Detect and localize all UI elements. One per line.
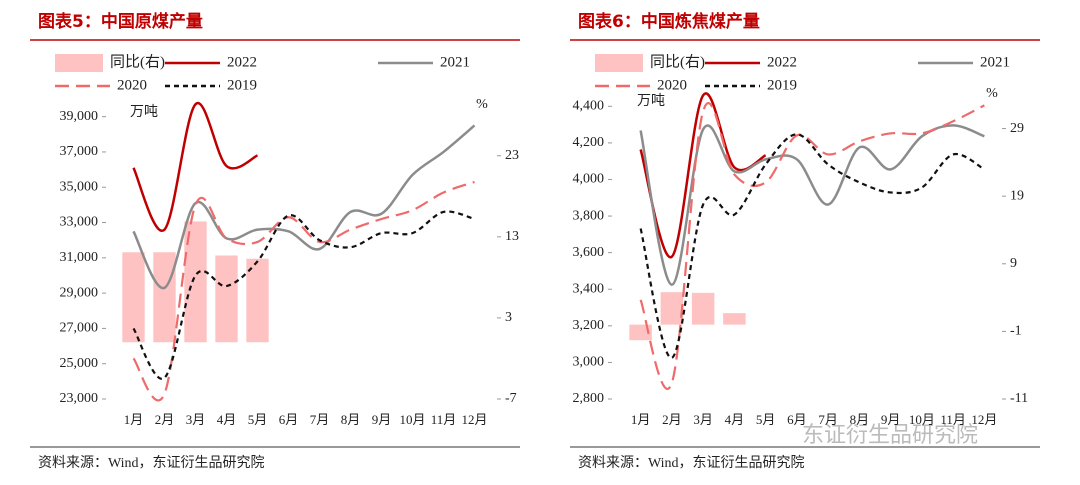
y-tick-label: 3,600 <box>573 245 605 260</box>
unit-right: % <box>986 86 998 101</box>
bar <box>629 324 652 341</box>
y-tick-label: 35,000 <box>60 179 99 194</box>
x-tick-label: 7月 <box>818 412 838 427</box>
y2-tick-label: 29 <box>1010 121 1024 136</box>
y-tick-label: 29,000 <box>60 285 99 300</box>
legend-label: 同比(右) <box>650 53 705 70</box>
legend-label: 2022 <box>227 54 257 70</box>
x-tick-label: 9月 <box>881 412 901 427</box>
x-tick-label: 4月 <box>725 412 745 427</box>
x-tick-label: 8月 <box>850 412 870 427</box>
x-tick-label: 7月 <box>310 412 330 427</box>
source: 资料来源：Wind，东证衍生品研究院 <box>38 455 265 471</box>
bar <box>153 252 176 343</box>
y2-tick-label: 13 <box>505 229 519 244</box>
unit-right: % <box>476 97 488 112</box>
x-tick-label: 10月 <box>909 412 935 427</box>
x-tick-label: 5月 <box>248 412 268 427</box>
line <box>132 124 476 290</box>
y-tick-label: 4,400 <box>573 99 605 114</box>
y-tick-label: 4,000 <box>573 172 605 187</box>
x-tick-label: 5月 <box>756 412 776 427</box>
legend-label: 2021 <box>980 54 1010 70</box>
bar <box>723 313 746 325</box>
watermark: 东证衍生品研究院 <box>802 422 978 447</box>
y-tick-label: 23,000 <box>60 391 99 406</box>
unit-left: 万吨 <box>637 93 665 109</box>
y-tick-label: 37,000 <box>60 144 99 159</box>
line <box>132 180 475 402</box>
x-tick-label: 2月 <box>155 412 175 427</box>
x-tick-label: 10月 <box>399 412 425 427</box>
y-tick-label: 4,200 <box>573 135 605 150</box>
line <box>639 101 985 390</box>
x-tick-label: 4月 <box>217 412 237 427</box>
legend-label: 2019 <box>227 77 257 93</box>
bar <box>215 255 238 343</box>
x-tick-label: 11月 <box>431 412 457 427</box>
y2-tick-label: 3 <box>505 310 512 325</box>
legend-swatch <box>595 54 643 72</box>
legend-label: 2020 <box>117 77 147 93</box>
y-tick-label: 3,400 <box>573 281 605 296</box>
y2-tick-label: 23 <box>505 148 519 163</box>
y-tick-label: 3,800 <box>573 208 605 223</box>
legend-label: 同比(右) <box>110 53 165 70</box>
y-tick-label: 33,000 <box>60 215 99 230</box>
chart-title: 图表5：中国原煤产量 <box>38 11 203 32</box>
x-tick-label: 12月 <box>971 412 997 427</box>
y-tick-label: 39,000 <box>60 109 99 124</box>
x-tick-label: 12月 <box>461 412 487 427</box>
bar <box>246 258 269 343</box>
bar <box>660 292 684 325</box>
line <box>639 92 767 259</box>
y-tick-label: 3,000 <box>573 355 605 370</box>
legend-label: 2019 <box>767 77 797 93</box>
legend-label: 2022 <box>767 54 797 70</box>
legend-label: 2021 <box>440 54 470 70</box>
x-tick-label: 9月 <box>372 412 392 427</box>
y2-tick-label: -7 <box>505 391 517 406</box>
x-tick-label: 3月 <box>186 412 206 427</box>
y2-tick-label: -1 <box>1010 324 1022 339</box>
y2-tick-label: -11 <box>1010 391 1028 406</box>
legend-swatch <box>55 54 103 72</box>
bar <box>122 252 145 343</box>
chart-title: 图表6：中国炼焦煤产量 <box>578 11 760 32</box>
source: 资料来源：Wind，东证衍生品研究院 <box>578 455 805 471</box>
y-tick-label: 2,800 <box>573 391 605 406</box>
y-tick-label: 27,000 <box>60 321 99 336</box>
bar <box>691 292 715 325</box>
x-tick-label: 11月 <box>940 412 966 427</box>
x-tick-label: 8月 <box>341 412 361 427</box>
legend-label: 2020 <box>657 77 687 93</box>
x-tick-label: 1月 <box>631 412 651 427</box>
y2-tick-label: 19 <box>1010 188 1024 203</box>
y2-tick-label: 9 <box>1010 256 1017 271</box>
x-tick-label: 6月 <box>279 412 299 427</box>
x-tick-label: 6月 <box>787 412 807 427</box>
y-tick-label: 3,200 <box>573 318 605 333</box>
y-tick-label: 25,000 <box>60 356 99 371</box>
unit-left: 万吨 <box>130 104 158 120</box>
y-tick-label: 31,000 <box>60 250 99 265</box>
x-tick-label: 1月 <box>124 412 144 427</box>
line <box>132 101 259 232</box>
x-tick-label: 2月 <box>662 412 682 427</box>
x-tick-label: 3月 <box>693 412 713 427</box>
line <box>132 210 475 380</box>
line <box>639 124 985 286</box>
bar <box>184 221 207 343</box>
